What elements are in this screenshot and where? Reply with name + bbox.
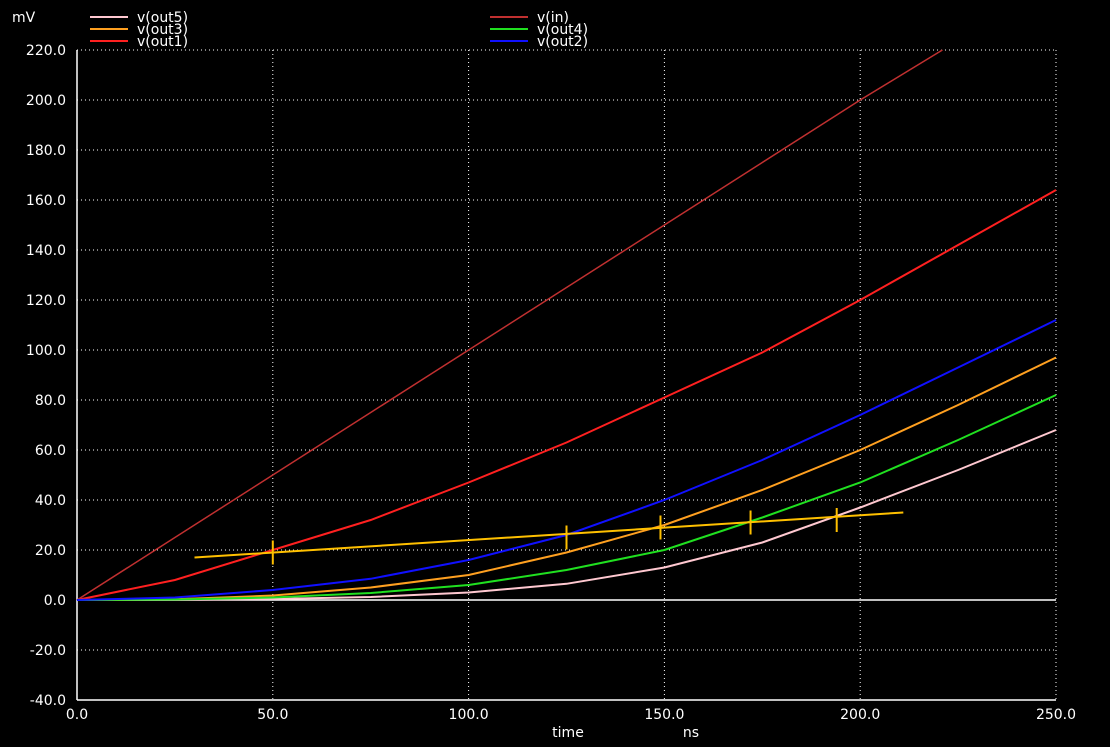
legend-entry: v(out2) <box>537 34 588 50</box>
legend-entry: v(out4) <box>537 22 588 38</box>
legend: v(out5)v(out3)v(out1) v(in)v(out4)v(out2) <box>90 10 588 50</box>
y-tick-label: 120.0 <box>26 293 66 309</box>
y-axis-unit: mV <box>12 10 36 26</box>
y-tick-label: 180.0 <box>26 143 66 159</box>
y-tick-label: 0.0 <box>44 593 66 609</box>
y-tick-labels: -40.0 -20.0 0.0 20.0 40.0 60.0 80.0 100.0 120.0 1… <box>26 43 66 709</box>
series-line-v-out5 <box>76 429 1057 601</box>
y-tick-label: 60.0 <box>35 443 66 459</box>
x-tick-label: 100.0 <box>449 707 489 723</box>
series-line-cursor-trace <box>194 511 904 559</box>
legend-entry: v(out3) <box>137 22 188 38</box>
series-line-v-out3 <box>76 356 1057 601</box>
y-tick-label: 40.0 <box>35 493 66 509</box>
x-axis-label: time <box>552 725 584 741</box>
x-tick-label: 150.0 <box>644 707 684 723</box>
cursor-markers <box>271 508 838 565</box>
y-tick-label: 80.0 <box>35 393 66 409</box>
legend-entry: v(in) <box>537 10 569 26</box>
x-tick-labels: 0.0 50.0 100.0 150.0 200.0 250.0 <box>66 707 1076 723</box>
y-tick-label: 160.0 <box>26 193 66 209</box>
y-tick-label: 140.0 <box>26 243 66 259</box>
legend-entry: v(out5) <box>137 10 188 26</box>
y-tick-label: 100.0 <box>26 343 66 359</box>
x-tick-label: 50.0 <box>257 707 288 723</box>
x-tick-label: 200.0 <box>840 707 880 723</box>
legend-entry: v(out1) <box>137 34 188 50</box>
series-lines <box>76 49 1057 601</box>
y-tick-label: 200.0 <box>26 93 66 109</box>
grid <box>76 49 1057 701</box>
y-tick-label: 20.0 <box>35 543 66 559</box>
series-line-v-out2 <box>76 319 1057 601</box>
y-tick-label: 220.0 <box>26 43 66 59</box>
series-line-v-in <box>76 49 943 601</box>
series-line-v-out1 <box>76 189 1057 601</box>
x-tick-label: 0.0 <box>66 707 88 723</box>
y-tick-label: -20.0 <box>30 643 66 659</box>
y-tick-label: -40.0 <box>30 693 66 709</box>
series-line-v-out4 <box>76 394 1057 601</box>
x-tick-label: 250.0 <box>1036 707 1076 723</box>
x-axis-unit: ns <box>683 725 699 741</box>
